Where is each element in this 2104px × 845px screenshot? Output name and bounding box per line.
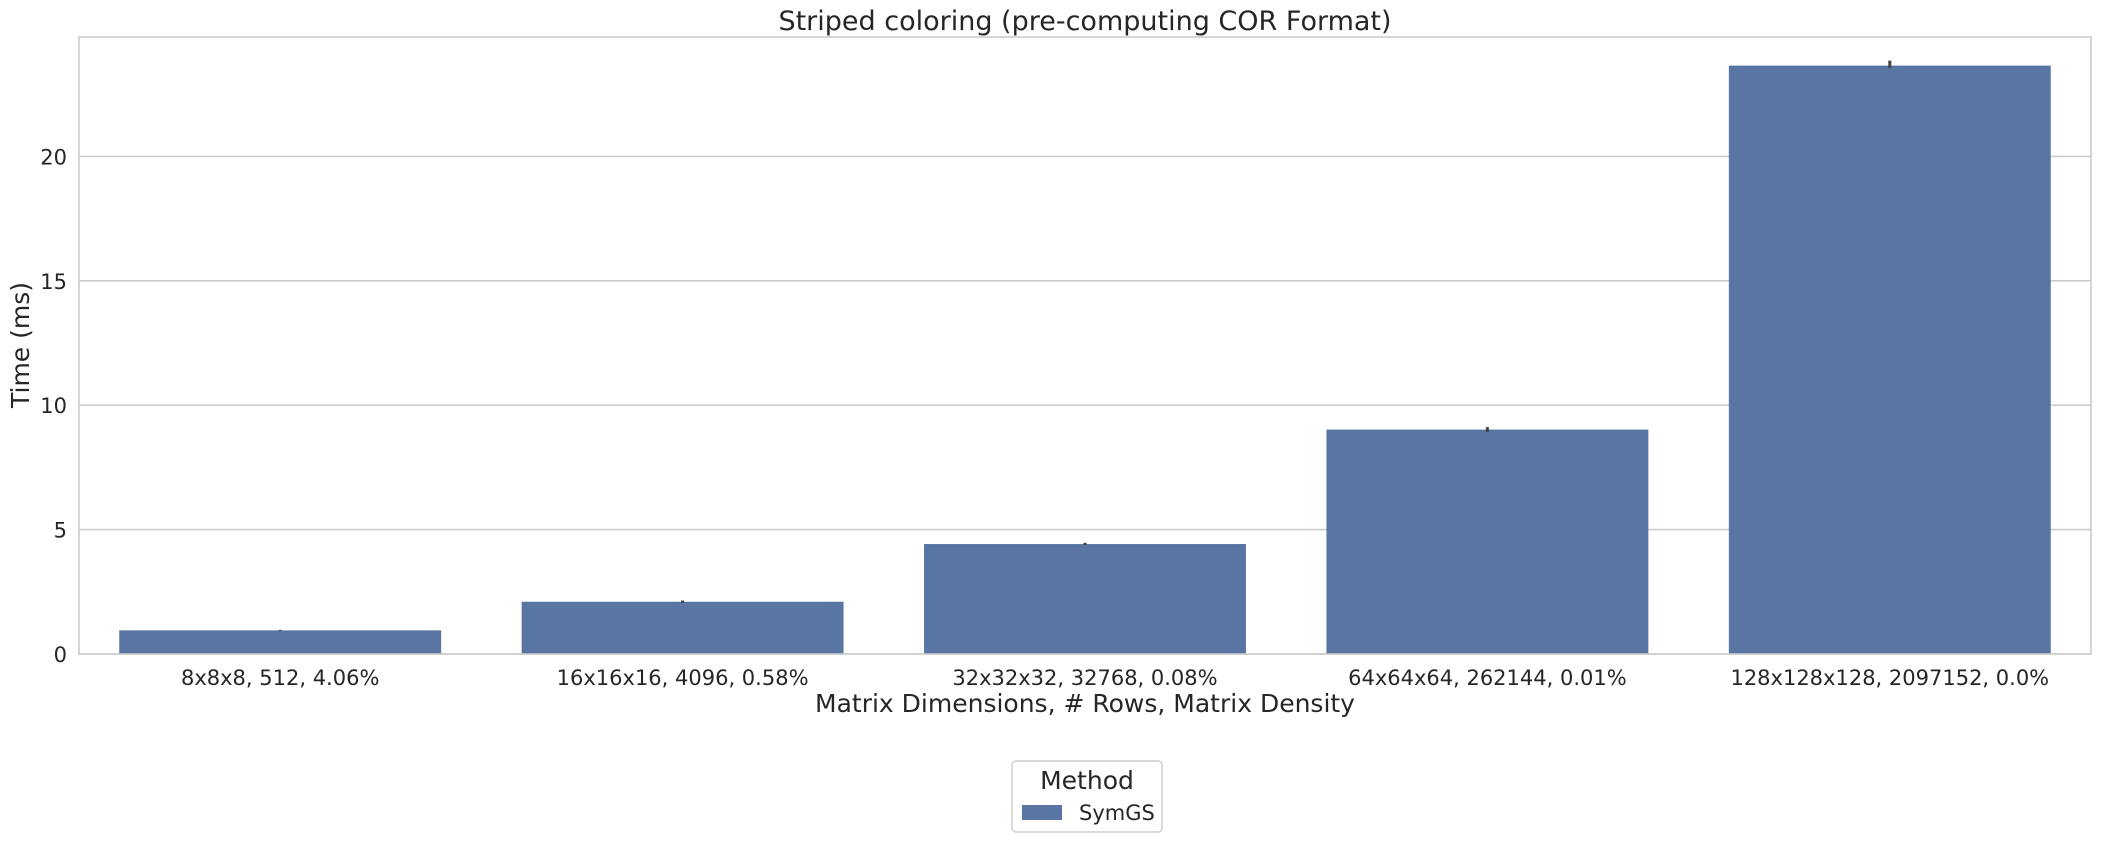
- y-tick-labels: 0 5 10 15 20: [40, 145, 67, 667]
- x-tick-labels: 8x8x8, 512, 4.06% 16x16x16, 4096, 0.58% 32…: [181, 666, 2049, 690]
- y-tick-label: 5: [54, 519, 67, 543]
- y-tick-label: 0: [54, 643, 67, 667]
- x-tick-label: 16x16x16, 4096, 0.58%: [557, 666, 809, 690]
- legend-swatch-symgs: [1022, 805, 1062, 820]
- bars: [119, 65, 2051, 654]
- legend-label-symgs: SymGS: [1079, 801, 1155, 825]
- bar-4: [1728, 65, 2051, 654]
- x-axis-label: Matrix Dimensions, # Rows, Matrix Densit…: [815, 689, 1355, 718]
- x-tick-label: 128x128x128, 2097152, 0.0%: [1730, 666, 2049, 690]
- x-tick-label: 64x64x64, 262144, 0.01%: [1348, 666, 1627, 690]
- x-tick-label: 32x32x32, 32768, 0.08%: [952, 666, 1217, 690]
- legend: Method SymGS: [1011, 760, 1163, 833]
- y-tick-label: 10: [40, 394, 67, 418]
- legend-title: Method: [1040, 766, 1134, 795]
- error-bars: [278, 60, 1892, 631]
- chart-title: Striped coloring (pre-computing COR Form…: [778, 6, 1391, 37]
- x-tick-label: 8x8x8, 512, 4.06%: [181, 666, 379, 690]
- bar-1: [521, 601, 844, 654]
- bar-2: [924, 544, 1246, 654]
- y-axis-label: Time (ms): [6, 282, 35, 409]
- plot-frame: [78, 36, 2092, 655]
- y-tick-label: 20: [40, 145, 67, 169]
- y-tick-label: 15: [40, 270, 67, 294]
- bar-0: [119, 630, 442, 654]
- bar-3: [1326, 429, 1649, 654]
